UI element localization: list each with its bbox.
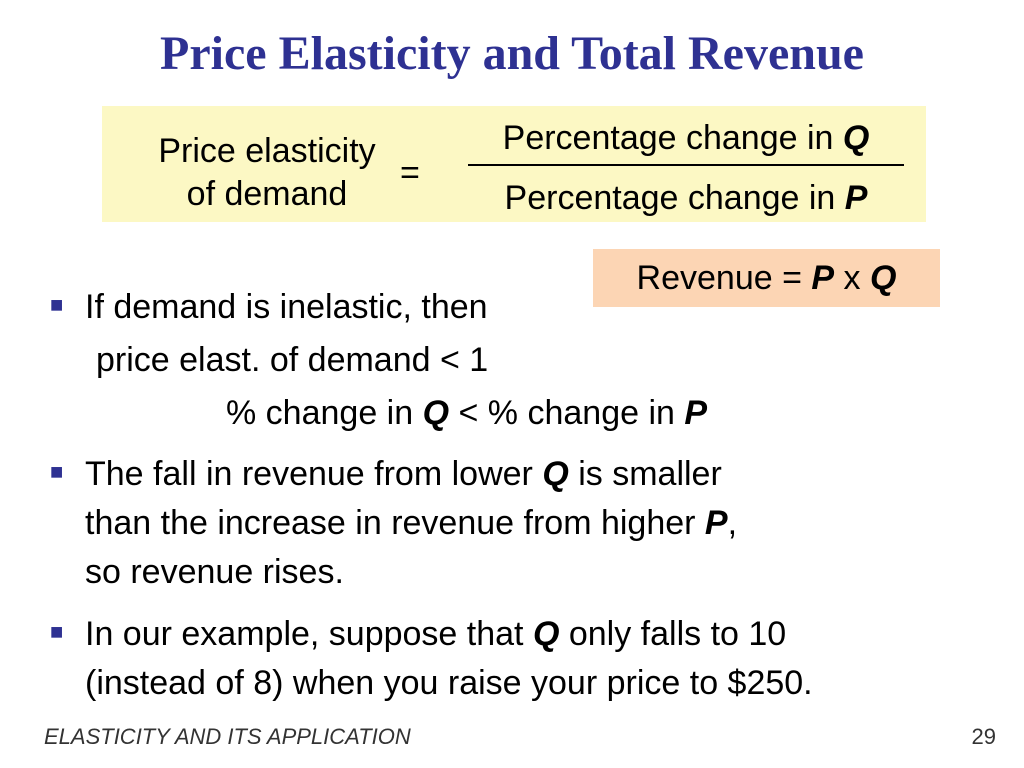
revenue-q: Q [870,259,897,297]
denominator-var: P [844,179,868,217]
numerator-var: Q [842,119,870,157]
slide-title: Price Elasticity and Total Revenue [160,27,864,80]
numerator-text: Percentage change in [502,119,843,157]
formula-denominator: Percentage change in P [468,178,904,218]
bullet-2-line3: so revenue rises. [85,553,344,591]
formula-numerator: Percentage change in Q [468,118,904,158]
bullet-2-marker: ■ [50,459,64,484]
denominator-text: Percentage change in [504,179,845,217]
bullet-1-line1: If demand is inelastic, then [85,288,488,326]
b3-l1-q: Q [532,615,560,653]
bullet-1-line3: % change in Q < % change in P [226,389,707,438]
bullet-3-line1: In our example, suppose that Q only fall… [85,610,786,659]
b2-l1-b: is smaller [568,455,722,493]
bullet-3-line2: (instead of 8) when you raise your price… [85,664,813,702]
fraction-bar [468,164,904,166]
b2-l2-b: , [727,504,738,542]
footer-chapter-title: ELASTICITY AND ITS APPLICATION [44,724,411,749]
formula-lhs-line1: Price elasticity [158,132,376,170]
b2-l1-q: Q [542,455,569,493]
formula-lhs: Price elasticity of demand [102,130,432,216]
revenue-formula-box: Revenue = P x Q [593,249,940,307]
b1-l3-p: P [684,394,708,432]
revenue-p: P [811,259,835,297]
revenue-prefix: Revenue = [636,259,812,297]
page-number: 29 [971,724,996,749]
b2-l2-a: than the increase in revenue from higher [85,504,705,542]
formula-lhs-line2: of demand [186,175,348,213]
b1-l3-q: Q [422,394,450,432]
b2-l2-p: P [704,504,728,542]
b3-l1-a: In our example, suppose that [85,615,533,653]
b1-l3-b: < % change in [449,394,685,432]
b2-l1-a: The fall in revenue from lower [85,455,543,493]
elasticity-formula-box: Price elasticity of demand = Percentage … [102,106,926,222]
b3-l1-b: only falls to 10 [559,615,787,653]
revenue-times: x [834,259,870,297]
bullet-3-marker: ■ [50,619,64,644]
bullet-1-marker: ■ [50,292,64,317]
bullet-2-line1: The fall in revenue from lower Q is smal… [85,450,722,499]
bullet-2-line2: than the increase in revenue from higher… [85,499,737,548]
formula-equals: = [400,154,420,192]
b1-l3-a: % change in [226,394,423,432]
bullet-1-line2: price elast. of demand < 1 [96,341,489,379]
